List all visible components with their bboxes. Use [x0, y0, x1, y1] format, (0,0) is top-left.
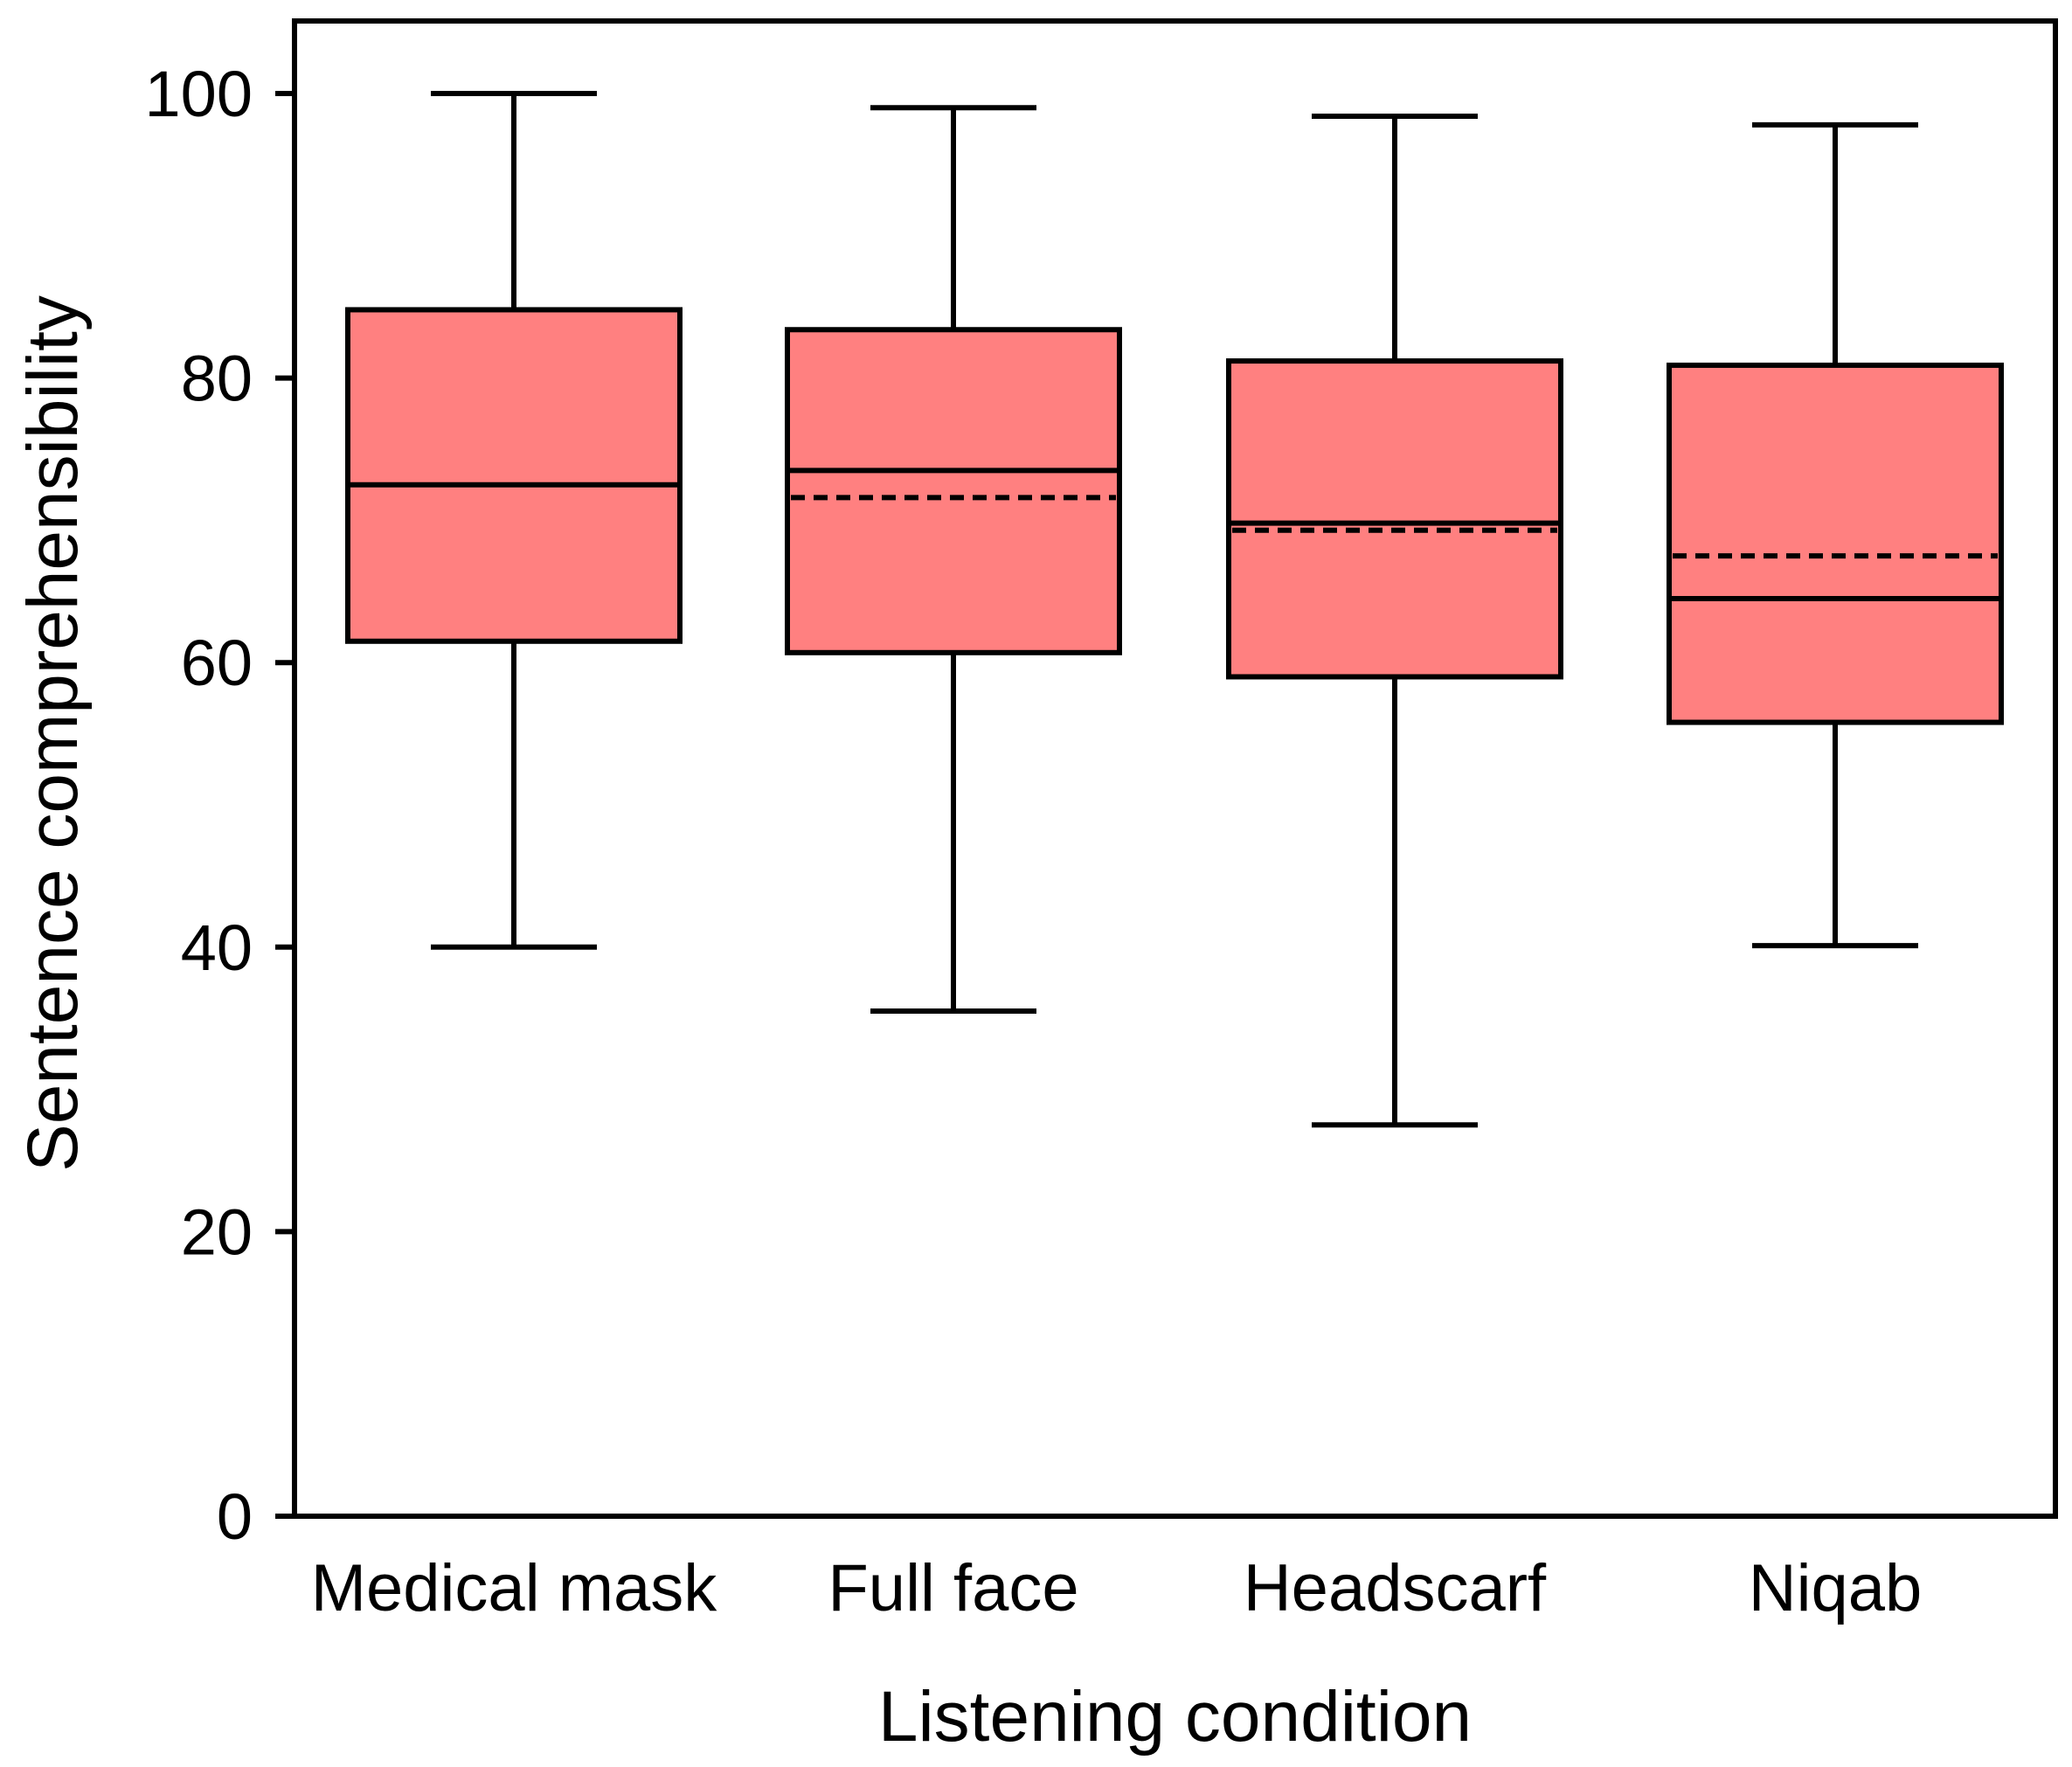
box-group: [345, 91, 683, 950]
y-tick-label: 20: [181, 1195, 253, 1268]
box-group: [1226, 114, 1563, 1128]
box-group: [1667, 121, 2004, 949]
box-group: [785, 105, 1122, 1015]
y-tick-label: 80: [181, 343, 253, 415]
x-axis: Medical mask Full face Headscarf Niqab: [311, 1551, 1923, 1625]
plot-area: [345, 91, 2004, 1128]
x-tick-label: Niqab: [1749, 1551, 1923, 1625]
y-tick-label: 0: [217, 1480, 253, 1553]
y-axis-title: Sentence comprehensibility: [13, 295, 93, 1172]
iqr-box: [345, 307, 683, 644]
x-axis-title: Listening condition: [878, 1677, 1472, 1757]
iqr-box: [1226, 358, 1563, 680]
plot-frame: [292, 18, 2058, 1519]
y-axis: 0 20 40 60 80 100: [145, 58, 295, 1553]
x-tick-label: Medical mask: [311, 1551, 718, 1625]
iqr-box: [785, 327, 1122, 655]
iqr-box: [1667, 362, 2004, 725]
x-tick-label: Full face: [828, 1551, 1078, 1625]
x-tick-label: Headscarf: [1244, 1551, 1547, 1625]
y-tick-label: 40: [181, 911, 253, 984]
y-tick-label: 100: [145, 58, 253, 130]
y-tick-label: 60: [181, 627, 253, 699]
